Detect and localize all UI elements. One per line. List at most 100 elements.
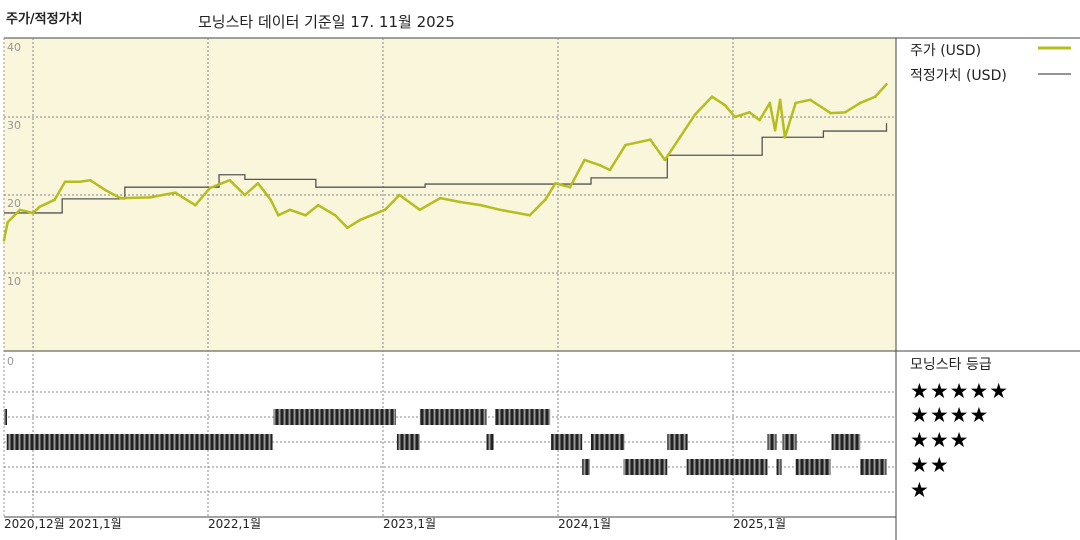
price-point — [243, 193, 247, 197]
price-point — [304, 213, 307, 217]
rating-bar-3-stars — [6, 434, 273, 450]
price-point — [38, 205, 42, 208]
price-point — [624, 143, 627, 147]
fair-value-line — [4, 123, 888, 214]
rating-bar-2-stars — [860, 459, 887, 475]
rating-bar-4-stars — [419, 409, 487, 425]
price-point — [333, 213, 337, 217]
x-tick-label: 2020,12월 — [4, 517, 65, 531]
price-point — [398, 193, 401, 197]
price-point — [53, 198, 57, 201]
price-point — [269, 198, 272, 201]
rating-bar-2-stars — [776, 459, 782, 475]
rating-bar-4-stars — [495, 409, 551, 425]
price-point — [583, 158, 586, 162]
price-point — [648, 138, 652, 141]
legend-price: 주가 (USD) — [910, 43, 982, 59]
price-point — [78, 180, 82, 184]
price-point — [148, 196, 152, 199]
price-point — [598, 164, 602, 167]
rating-2-stars: ★★ — [910, 453, 950, 477]
x-tick-label: 2024,1월 — [558, 517, 611, 531]
price-point — [768, 101, 772, 105]
rating-bar-3-stars — [767, 434, 777, 450]
data-date-subtitle: 모닝스타 데이터 기준일 17. 11월 2025 — [198, 13, 455, 31]
price-point — [794, 101, 797, 105]
x-tick-label: 2023,1월 — [383, 517, 436, 531]
price-point — [663, 158, 667, 162]
x-tick-label: 2021,1월 — [69, 517, 122, 531]
price-point — [288, 208, 292, 212]
rating-bar-2-stars — [686, 459, 768, 475]
rating-5-stars: ★★★★★ — [910, 379, 1010, 403]
x-tick-label: 2025,1월 — [733, 517, 786, 531]
price-point — [554, 182, 557, 185]
price-point — [843, 111, 847, 114]
y-tick-label: 30 — [7, 119, 21, 132]
price-point — [723, 104, 727, 107]
legend-fair-value: 적정가치 (USD) — [910, 68, 1007, 84]
price-point — [438, 196, 442, 200]
rating-y-tick-label: 0 — [7, 355, 14, 368]
price-point — [63, 180, 67, 184]
price-point — [316, 203, 320, 207]
price-point — [383, 208, 387, 212]
rating-4-stars: ★★★★ — [910, 403, 990, 427]
y-tick-label: 20 — [7, 197, 21, 210]
price-point — [693, 113, 697, 116]
price-point — [104, 189, 108, 192]
price-point — [208, 186, 212, 190]
chart-title: 주가/적정가치 — [6, 12, 83, 27]
price-point — [783, 135, 787, 139]
x-tick-label: 2022,1월 — [208, 517, 261, 531]
rating-bar-4-stars — [4, 409, 7, 425]
price-point — [678, 135, 682, 139]
price-point — [544, 198, 547, 201]
price-point — [6, 221, 9, 224]
price-point — [2, 238, 6, 242]
rating-3-stars: ★★★ — [910, 428, 970, 452]
price-point — [608, 168, 612, 172]
rating-1-star: ★ — [910, 478, 930, 502]
price-point — [479, 203, 482, 207]
price-point — [31, 211, 35, 215]
price-point — [256, 182, 260, 185]
price-point — [418, 208, 422, 212]
rating-bar-3-stars — [591, 434, 625, 450]
rating-bar-4-stars — [273, 409, 396, 425]
y-tick-label: 40 — [7, 41, 21, 54]
price-point — [773, 128, 777, 132]
rating-bar-3-stars — [486, 434, 494, 450]
rating-bar-2-stars — [795, 459, 831, 475]
price-point — [829, 111, 832, 115]
price-point — [710, 95, 714, 99]
price-point — [277, 213, 280, 217]
price-point — [808, 98, 812, 102]
price-point — [873, 95, 877, 99]
y-tick-label: 10 — [7, 275, 21, 288]
price-point — [346, 226, 349, 230]
price-point — [18, 208, 22, 212]
price-point — [358, 218, 362, 222]
rating-bar-2-stars — [582, 459, 591, 475]
legend-rating-title: 모닝스타 등급 — [910, 357, 992, 373]
price-point — [858, 101, 862, 105]
rating-bar-3-stars — [396, 434, 420, 450]
rating-bar-2-stars — [623, 459, 668, 475]
rating-bar-3-stars — [667, 434, 688, 450]
price-point — [758, 118, 761, 122]
price-point — [88, 178, 92, 182]
rating-bar-3-stars — [831, 434, 861, 450]
rating-bar-3-stars — [551, 434, 583, 450]
price-point — [458, 200, 462, 204]
price-point — [748, 111, 751, 114]
price-point — [498, 208, 502, 212]
price-point — [885, 82, 888, 86]
price-point — [778, 98, 782, 102]
price-point — [119, 196, 122, 200]
price-point — [228, 178, 232, 182]
price-point — [173, 191, 177, 194]
price-point — [568, 185, 572, 189]
price-point — [733, 115, 737, 119]
